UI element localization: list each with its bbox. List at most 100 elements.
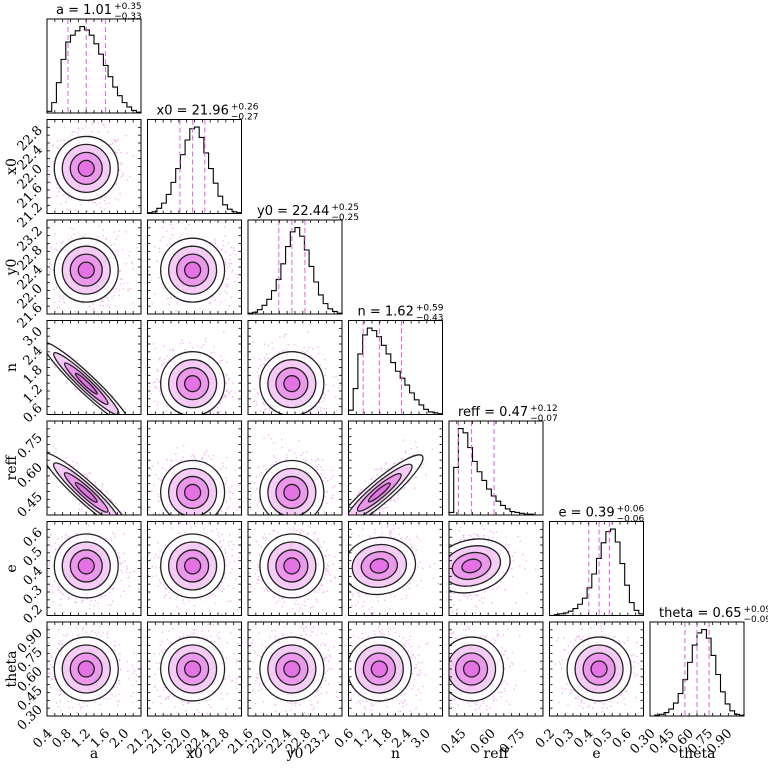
density-group (47, 444, 131, 515)
panel-theta-theta: theta = 0.65+0.09−0.09 (649, 605, 768, 717)
density-group (147, 220, 239, 314)
y-axis-label-theta: theta (4, 651, 20, 688)
y-axis-label-y0: y0 (4, 259, 20, 277)
x-axis-label-n: n (391, 746, 400, 762)
contour-level-0 (462, 660, 481, 678)
y-axis-label-e: e (4, 564, 20, 572)
x-axis-label-x0: x0 (186, 746, 203, 762)
panel-a-reff (46, 420, 142, 516)
density-group (47, 622, 138, 716)
density-group (449, 622, 542, 716)
panel-x0-reff (147, 420, 242, 516)
contour-level-0 (183, 557, 202, 575)
panel-frame (147, 119, 242, 214)
density-group (147, 445, 242, 515)
panel-a-n (46, 320, 142, 415)
density-group (47, 120, 141, 214)
histogram-n (347, 327, 444, 415)
density-group (147, 622, 240, 716)
contour-level-0 (74, 481, 98, 503)
y-axis-label-x0: x0 (4, 158, 20, 175)
contour-level-0 (367, 482, 391, 503)
density-group (147, 521, 242, 616)
title-plus-x0: +0.26 (231, 103, 259, 113)
panel-y0-y0: y0 = 22.44 +0.25−0.25 (247, 203, 359, 315)
title-minus-y0: −0.25 (331, 213, 359, 223)
scatter-points (248, 521, 342, 616)
histogram-e (549, 528, 645, 617)
title-minus-e: −0.06 (617, 515, 645, 525)
density-group (149, 331, 242, 415)
panel-a-y0 (46, 219, 142, 315)
y-axis-label-n: n (4, 363, 20, 372)
contour-level-0 (369, 558, 390, 574)
title-n: n = 1.62 (358, 305, 414, 320)
contour-level-0 (77, 557, 95, 575)
contour-level-0 (74, 372, 98, 395)
title-a: a = 1.01 (56, 3, 112, 18)
title-plus-theta: +0.09 (744, 605, 768, 615)
panel-n-e (348, 521, 443, 616)
panel-x0-e (147, 521, 242, 616)
contour-level-0 (183, 375, 202, 393)
contour-level-0 (283, 375, 301, 393)
panel-e-e: e = 0.39 +0.06−0.06 (549, 505, 645, 617)
x-tick-label-n: 3.0 (409, 726, 434, 751)
density-group (348, 623, 429, 716)
density-group (252, 320, 342, 415)
density-group (449, 522, 537, 614)
y-tick-label-e: 0.6 (21, 525, 46, 550)
contour-level-0 (77, 261, 95, 279)
contour-level-0 (370, 660, 388, 678)
title-minus-x0: −0.27 (231, 113, 259, 123)
contour-level-0 (183, 261, 202, 279)
x-axis-label-y0: y0 (286, 746, 304, 762)
panel-n-theta (348, 621, 443, 717)
density-group (348, 522, 439, 615)
panel-x0-y0 (147, 219, 242, 315)
panel-a-theta (46, 621, 142, 717)
x-axis-label-reff: reff (484, 746, 510, 762)
scatter-points (449, 622, 542, 716)
x-axis-label-theta: theta (679, 746, 716, 762)
density-group (248, 622, 342, 716)
panel-y0-e (247, 521, 343, 616)
x-axis-label-a: a (90, 746, 98, 762)
contour-level-0 (283, 660, 301, 678)
histogram-reff (448, 427, 543, 516)
contour-level-0 (183, 660, 202, 678)
panel-a-e (46, 521, 142, 616)
contour-level-0 (77, 159, 95, 178)
panel-x0-n (147, 320, 242, 415)
panel-a-x0 (46, 119, 142, 214)
density-group (47, 337, 131, 415)
density-group (250, 434, 341, 515)
title-minus-reff: −0.07 (530, 414, 558, 424)
density-group (47, 225, 138, 314)
title-y0: y0 = 22.44 (257, 204, 329, 219)
panel-a-a: a = 1.01 +0.35−0.33 (46, 2, 142, 114)
panel-y0-n (247, 320, 343, 415)
title-plus-reff: +0.12 (530, 404, 558, 414)
contour-level-0 (590, 660, 608, 678)
density-group (550, 622, 644, 716)
title-plus-n: +0.59 (416, 304, 444, 314)
scatter-points (47, 622, 138, 716)
histogram-a (46, 25, 142, 113)
scatter-points (147, 220, 239, 314)
histogram-x0 (146, 126, 243, 214)
title-plus-e: +0.06 (617, 505, 645, 515)
panel-reff-e (448, 521, 544, 616)
title-minus-a: −0.33 (114, 12, 142, 22)
title-theta: theta = 0.65 (659, 606, 742, 621)
scatter-points (550, 622, 644, 716)
contour-level-0 (461, 558, 482, 574)
contour-level-0 (283, 557, 301, 575)
panel-reff-reff: reff = 0.47 +0.12−0.07 (448, 404, 558, 516)
title-plus-y0: +0.25 (331, 203, 359, 213)
panel-n-reff (348, 420, 443, 516)
density-group (348, 439, 433, 515)
title-plus-a: +0.35 (114, 2, 142, 12)
panel-e-theta (549, 621, 644, 717)
